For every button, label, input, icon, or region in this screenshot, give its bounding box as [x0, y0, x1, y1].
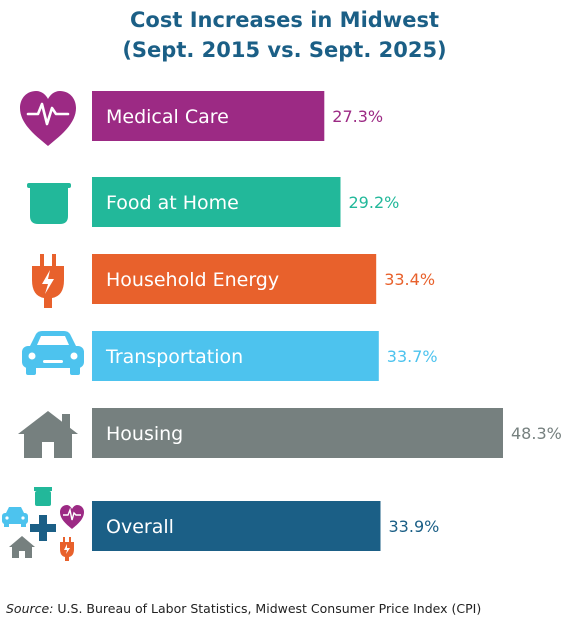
value-label: 33.9% — [389, 517, 440, 536]
bar-food-at-home — [92, 177, 341, 227]
chart-title: Cost Increases in Midwest — [130, 8, 439, 32]
category-label: Household Energy — [106, 269, 279, 291]
plug-icon — [32, 254, 64, 308]
value-label: 27.3% — [332, 107, 383, 126]
source-note: Source: U.S. Bureau of Labor Statistics,… — [6, 601, 481, 616]
overall-combined-icons — [2, 487, 84, 561]
house-icon — [18, 411, 78, 458]
grocery-bag-icon — [34, 487, 52, 506]
category-label: Transportation — [105, 346, 243, 368]
heart-pulse-icon — [60, 505, 84, 529]
house-icon — [9, 536, 35, 558]
car-icon — [2, 507, 28, 527]
value-label: 29.2% — [349, 193, 400, 212]
category-label: Medical Care — [106, 106, 229, 128]
value-label: 48.3% — [511, 424, 562, 443]
chart-subtitle: (Sept. 2015 vs. Sept. 2025) — [122, 38, 447, 62]
heart-pulse-icon — [20, 91, 76, 146]
plug-icon — [60, 537, 74, 561]
car-icon — [22, 331, 84, 375]
value-label: 33.4% — [384, 270, 435, 289]
bar-overall — [92, 501, 381, 551]
bar-housing — [92, 408, 503, 458]
category-label: Housing — [106, 423, 183, 445]
grocery-bag-icon — [27, 183, 71, 224]
category-label: Food at Home — [106, 192, 239, 214]
medical-cross-icon — [30, 515, 56, 541]
source-label: Source: — [6, 601, 54, 616]
category-label: Overall — [106, 516, 174, 538]
bar-medical-care — [92, 91, 325, 141]
bar-household-energy — [92, 254, 377, 304]
bar-transportation — [92, 331, 379, 381]
source-text: U.S. Bureau of Labor Statistics, Midwest… — [53, 601, 482, 616]
value-label: 33.7% — [387, 347, 438, 366]
